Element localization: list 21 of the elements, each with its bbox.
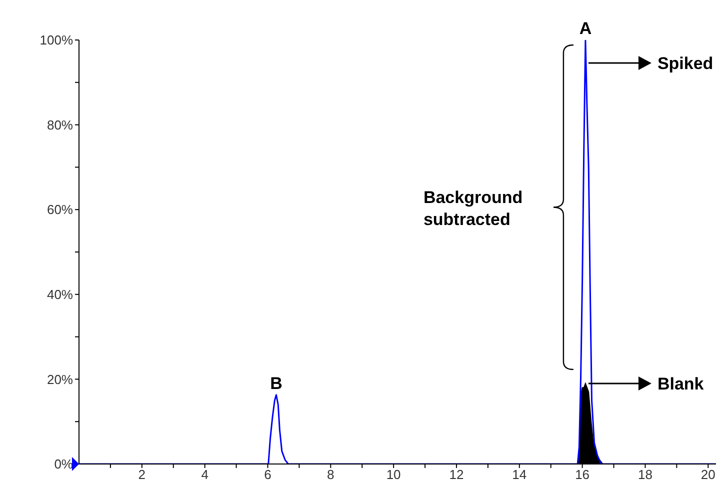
x-tick-label: 8 bbox=[327, 467, 334, 482]
x-tick-label: 12 bbox=[449, 467, 464, 482]
y-tick-label: 60% bbox=[46, 202, 74, 218]
annotation: Background subtracted bbox=[423, 188, 523, 230]
y-tick-label: 80% bbox=[46, 117, 74, 132]
annotation: Blank bbox=[657, 374, 704, 394]
x-tick-label: 14 bbox=[512, 467, 527, 482]
y-tick-label: 100% bbox=[40, 32, 74, 48]
y-tick-label: 0% bbox=[54, 456, 74, 472]
x-tick-label: 6 bbox=[264, 467, 272, 482]
x-tick-label: 2 bbox=[138, 467, 146, 482]
x-tick-label: 20 bbox=[700, 467, 716, 482]
y-tick-label: 40% bbox=[46, 287, 74, 302]
annotation: Spiked bbox=[657, 54, 714, 73]
annotation: A bbox=[579, 19, 592, 38]
x-tick-label: 16 bbox=[575, 467, 590, 482]
x-tick-label: 4 bbox=[201, 467, 208, 482]
y-tick-label: 20% bbox=[46, 372, 74, 387]
x-tick-label: 10 bbox=[386, 467, 401, 482]
annotation: B bbox=[270, 374, 282, 393]
x-tick-label: 18 bbox=[638, 467, 652, 482]
